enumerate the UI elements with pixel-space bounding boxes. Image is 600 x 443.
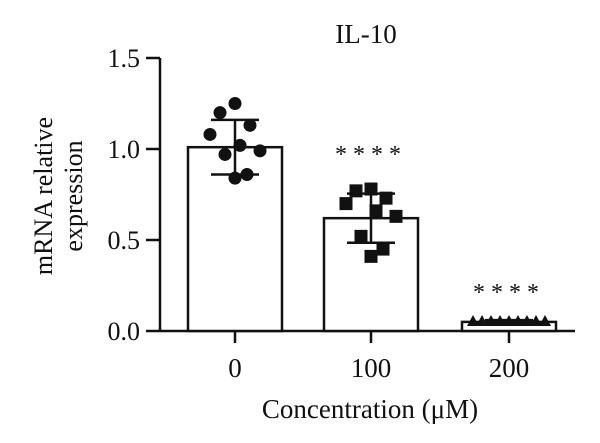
- data-point: [389, 209, 403, 223]
- significance-label: ****: [335, 142, 407, 168]
- y-tick-label: 0.0: [108, 317, 141, 346]
- x-tick-label: 100: [351, 353, 392, 383]
- y-tick-label: 1.0: [108, 135, 141, 164]
- data-point: [369, 204, 383, 218]
- data-point: [512, 314, 524, 326]
- data-point: [203, 127, 217, 141]
- data-point: [243, 118, 257, 132]
- data-point: [376, 242, 390, 256]
- data-point: [253, 144, 267, 158]
- data-point: [467, 314, 479, 326]
- x-tick-label: 200: [489, 353, 530, 383]
- data-point: [218, 147, 232, 161]
- data-point: [349, 184, 363, 198]
- data-point: [379, 191, 393, 205]
- data-point: [494, 314, 506, 326]
- data-point: [521, 314, 533, 326]
- data-point: [539, 314, 551, 326]
- x-tick-label: 0: [228, 353, 242, 383]
- data-point: [476, 314, 488, 326]
- data-point: [485, 314, 497, 326]
- y-axis-label-line-2: expression: [59, 140, 88, 251]
- data-point: [240, 167, 254, 181]
- data-point: [339, 197, 353, 211]
- chart-title: IL-10: [335, 19, 396, 49]
- data-point: [233, 138, 247, 152]
- y-tick-label: 1.5: [108, 44, 141, 73]
- y-axis-label: mRNA relative expression: [29, 117, 88, 275]
- data-point: [503, 314, 515, 326]
- data-point: [354, 229, 368, 243]
- plot-area: 0.0 0.5 1.0 1.5 0 100 200 **** ****: [108, 44, 575, 383]
- significance-label: ****: [473, 280, 545, 306]
- data-point: [213, 106, 227, 120]
- data-point: [228, 171, 242, 185]
- y-tick-label: 0.5: [108, 226, 141, 255]
- data-point: [228, 97, 242, 110]
- y-axis-label-line-1: mRNA relative: [29, 117, 58, 275]
- data-point: [364, 182, 378, 196]
- data-point: [364, 249, 378, 263]
- x-axis-label: Concentration (μM): [262, 394, 478, 424]
- data-point: [530, 314, 542, 326]
